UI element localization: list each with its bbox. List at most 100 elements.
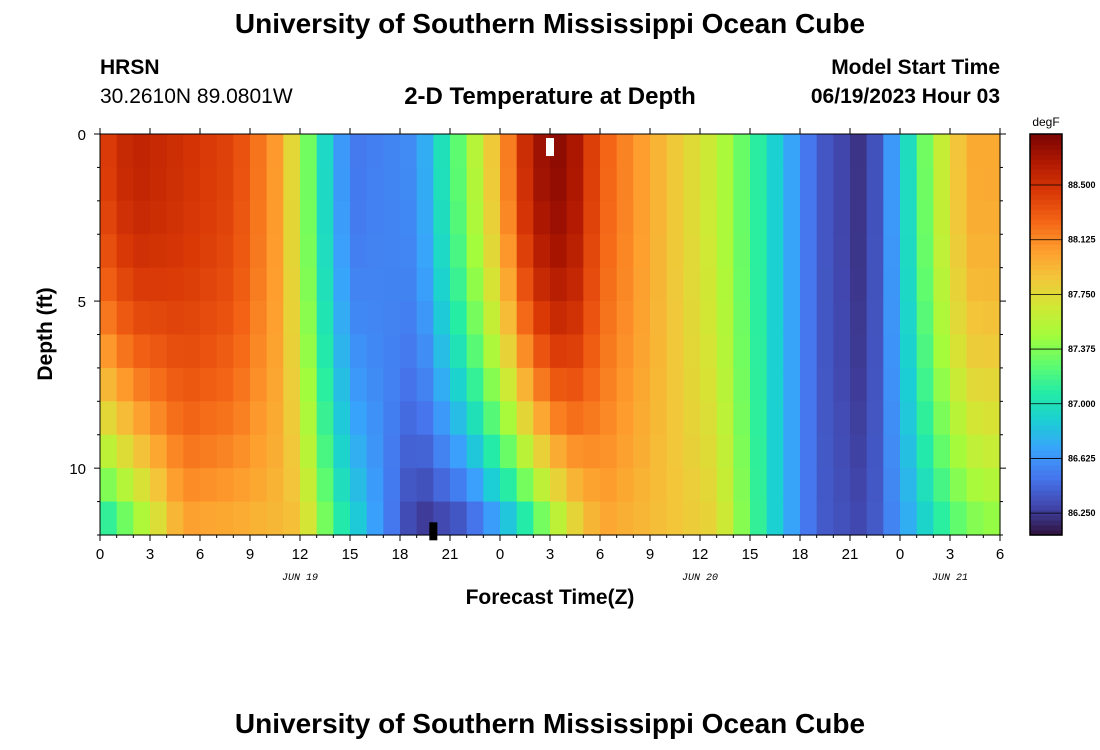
- heatmap-cell: [466, 434, 484, 469]
- heatmap-cell: [216, 200, 234, 235]
- heatmap-cell: [433, 301, 451, 336]
- heatmap-cell: [350, 401, 368, 436]
- heatmap-cell: [516, 167, 534, 202]
- colorbar-tick-label: 88.125: [1068, 235, 1096, 245]
- heatmap-cell: [833, 468, 851, 503]
- heatmap-cell: [733, 134, 751, 169]
- heatmap-cell: [150, 334, 168, 369]
- heatmap-cell: [550, 234, 568, 269]
- heatmap-cell: [883, 434, 901, 469]
- colorbar-segment: [1030, 229, 1062, 235]
- heatmap-cell: [283, 468, 301, 503]
- min-marker: [429, 522, 438, 541]
- heatmap-cell: [633, 501, 651, 536]
- heatmap-cell: [650, 200, 668, 235]
- colorbar: 86.250 86.625 87.000 87.375 87.750 88.125 88.5…: [1029, 133, 1096, 536]
- colorbar-segment: [1030, 144, 1062, 150]
- heatmap-cell: [950, 234, 968, 269]
- heatmap-cell: [166, 200, 184, 235]
- heatmap-cell: [116, 434, 134, 469]
- heatmap-cell: [716, 334, 734, 369]
- colorbar-segment: [1030, 504, 1062, 511]
- heatmap-cell: [833, 401, 851, 436]
- temperature-heatmap-chart: 0 3 6 9 12 15 18 21 0 3 6 9 12 15 18 21 0 3 6 JUN 19 JUN 20 J…: [34, 115, 1096, 609]
- heatmap-cell: [166, 134, 184, 169]
- heatmap-cell: [866, 468, 884, 503]
- colorbar-tick-label: 87.750: [1068, 289, 1096, 299]
- heatmap-cell: [200, 301, 218, 336]
- heatmap-cell: [400, 501, 418, 536]
- heatmap-cell: [766, 167, 784, 202]
- heatmap-cell: [250, 134, 268, 169]
- colorbar-segment: [1030, 359, 1062, 366]
- colorbar-segment: [1030, 524, 1062, 531]
- heatmap-cell: [433, 401, 451, 436]
- heatmap-cell: [400, 367, 418, 402]
- heatmap-cell: [316, 401, 334, 436]
- heatmap-cell: [866, 367, 884, 402]
- heatmap-cell: [633, 367, 651, 402]
- colorbar-segment: [1030, 299, 1062, 306]
- heatmap-cell: [550, 167, 568, 202]
- heatmap-cell: [550, 134, 568, 169]
- heatmap-cell: [566, 301, 584, 336]
- heatmap-cell: [266, 167, 284, 202]
- day-label: JUN 20: [682, 573, 718, 584]
- heatmap-cell: [516, 334, 534, 369]
- heatmap-cell: [433, 200, 451, 235]
- heatmap-cell: [100, 401, 118, 436]
- heatmap-cell: [600, 434, 618, 469]
- heatmap-cell: [216, 134, 234, 169]
- colorbar-segment: [1030, 234, 1062, 240]
- heatmap-cell: [133, 334, 151, 369]
- heatmap-cell: [733, 301, 751, 336]
- heatmap-cell: [533, 301, 551, 336]
- heatmap-cell: [750, 134, 768, 169]
- heatmap-cell: [200, 401, 218, 436]
- colorbar-segment: [1030, 189, 1062, 195]
- heatmap-cell: [833, 267, 851, 302]
- colorbar-segment: [1030, 309, 1062, 316]
- heatmap-cell: [866, 134, 884, 169]
- colorbar-segment: [1030, 404, 1062, 411]
- heatmap-cell: [883, 267, 901, 302]
- heatmap-cell: [750, 334, 768, 369]
- heatmap-cell: [933, 267, 951, 302]
- heatmap-cell: [800, 468, 818, 503]
- heatmap-cell: [216, 334, 234, 369]
- heatmap-cell: [566, 434, 584, 469]
- heatmap-cell: [483, 401, 501, 436]
- heatmap-cell: [116, 167, 134, 202]
- heatmap-cell: [650, 334, 668, 369]
- heatmap-cell: [300, 334, 318, 369]
- heatmap-cell: [116, 134, 134, 169]
- colorbar-segment: [1030, 169, 1062, 175]
- heatmap-cell: [683, 234, 701, 269]
- y-tick-label: 5: [78, 294, 86, 311]
- heatmap-cell: [200, 167, 218, 202]
- colorbar-segment: [1030, 389, 1062, 396]
- heatmap-cell: [983, 200, 1001, 235]
- heatmap-cell: [800, 200, 818, 235]
- heatmap-cell: [250, 200, 268, 235]
- x-tick-label: 0: [496, 546, 504, 563]
- heatmap-cell: [266, 434, 284, 469]
- heatmap-cell: [700, 301, 718, 336]
- heatmap-cell: [550, 301, 568, 336]
- colorbar-segment: [1030, 214, 1062, 220]
- heatmap-cell: [183, 401, 201, 436]
- x-tick-label: 15: [342, 546, 359, 563]
- heatmap-cell: [466, 167, 484, 202]
- heatmap-cell: [216, 501, 234, 536]
- heatmap-cell: [933, 234, 951, 269]
- heatmap-cell: [833, 334, 851, 369]
- heatmap-cell: [983, 401, 1001, 436]
- heatmap-cell: [750, 301, 768, 336]
- heatmap-cell: [600, 468, 618, 503]
- heatmap-cell: [716, 367, 734, 402]
- heatmap-cell: [966, 434, 984, 469]
- heatmap-cell: [766, 234, 784, 269]
- heatmap-cell: [766, 200, 784, 235]
- heatmap-cell: [500, 301, 518, 336]
- heatmap-cell: [250, 434, 268, 469]
